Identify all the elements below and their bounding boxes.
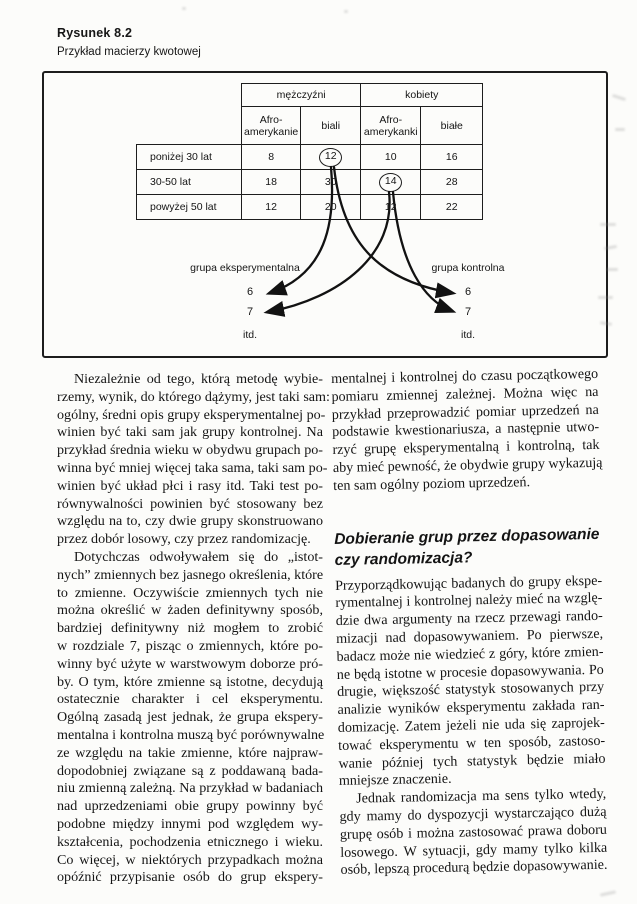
circled-value: 14 [379,172,403,192]
article-right-column: mentalnej i kontrolnej do czasu początko… [331,366,608,880]
table-cell: 28 [420,169,484,195]
text-line: winny być użyte w warstwowym doborze pró… [57,655,323,672]
article-left-column: Niezależnie od tego, którą metodę wybie-… [57,371,330,887]
text-line: to zmienne. Oczywiście zmiennych tych ni… [57,584,323,601]
paragraph: Niezależnie od tego, którą metodę wybie-… [57,371,330,549]
text-line: w rozdziale 7, pisząc o zmiennych, które… [57,637,323,654]
group-count: 6 [246,286,254,298]
table-corner-blank [137,107,242,145]
text-line: ogólny, średni opis grupy eksperymentaln… [57,406,326,423]
quota-table: mężczyźni kobiety Afro-amerykanie biali Afro… [136,83,484,220]
group-count: 7 [246,305,254,318]
group-count: 7 [464,305,472,318]
experimental-group-counts: 6 7 itd. [239,283,261,346]
text-line: nych” zmiennych bez jasnego określenia, … [57,566,324,583]
text-line: ze względu na takie zmienne, które najpr… [57,744,323,761]
circled-value: 12 [319,147,343,167]
column-header: Afro-amerykanie [240,106,302,145]
table-cell: 12 [360,194,422,220]
text-line: osób, lepszą procedurą będzie dopasowywa… [340,857,608,879]
text-line: nad uprzedzeniami obie grupy powinny być [57,798,323,815]
table-cell: 14 [360,169,422,195]
column-header: Afro-amerykanki [360,106,422,145]
text-line: Co więcej, w niektórych przypadkach możn… [57,851,323,868]
table-cell: 8 [240,144,302,170]
text-line: dopodobniej związane są z poddawaną bada… [57,762,323,779]
text-line: można określić w żaden definitywny sposó… [57,602,323,619]
table-cell: 12 [240,194,302,220]
text-line: Niezależnie od tego, którą metodę wybie- [74,371,323,387]
heading-line: czy randomizacja? [334,548,473,569]
table-cell: 12 [300,144,362,170]
row-header: powyżej 50 lat [136,194,242,220]
text-line: winna być mniej więcej taka sama, taki s… [57,459,328,476]
experimental-group-label: grupa eksperymentalna [190,262,300,274]
text-line: Ogólną zasadą jest jednak, że grupa eksp… [57,709,323,726]
scan-artifact [611,93,627,102]
text-line: winien być układ płci i rasy itd. Taki t… [57,477,323,494]
text-line: Dotychczas odwoływałem się do „istot- [74,548,323,565]
figure-label: Rysunek 8.2 [57,26,133,40]
text-line: niu zmienną zależną. Na przykład w badan… [57,780,323,797]
text-line: by. O tym, które zmienne są istotne, dec… [57,673,323,690]
scan-artifact [599,890,617,897]
table-cell: 10 [360,144,422,170]
row-header: 30-50 lat [136,169,242,195]
table-cell: 18 [240,169,302,195]
column-header: białe [420,106,484,145]
table-cell: 30 [300,169,362,195]
table-cell: 16 [420,144,484,170]
row-header: poniżej 30 lat [136,144,242,170]
paragraph: Przyporządkowując badanych do grupy eksp… [335,572,606,791]
paragraph: Dotychczas odwoływałem się do „istot-nyc… [57,548,325,887]
group-header: kobiety [360,83,484,107]
group-count: 6 [464,286,472,298]
text-line: równywalności powinien być stosowany bez [57,495,323,512]
control-group-label: grupa kontrolna [431,262,505,274]
group-count: itd. [242,329,257,341]
figure-caption: Przykład macierzy kwotowej [57,46,201,58]
text-line: rzemy, wynik, do którego dążymy, jest ta… [57,388,330,405]
text-line: ostatecznie charakter i cel eksperymentu… [57,691,323,708]
scan-artifact [182,7,186,10]
text-line: kształcenia, pochodzenia etnicznego i wi… [57,833,323,850]
column-header: biali [300,106,362,145]
scan-artifact [606,268,618,271]
control-group-counts: 6 7 itd. [457,283,479,346]
scan-artifact [603,244,618,251]
text-line: mentalna i kontrolna muszą być porównywa… [57,726,325,743]
table-cell: 22 [420,194,484,220]
table-cell: 20 [300,194,362,220]
text-line: bardziej definitywny niż mogłem to zrobi… [57,620,323,637]
scan-artifact [600,223,616,226]
group-header: mężczyźni [240,83,362,107]
text-line: winien być taki sam jak grupy kontrolnej… [57,424,323,441]
scan-artifact [615,128,625,131]
scan-artifact [598,296,613,299]
paragraph: mentalnej i kontrolnej do czasu początko… [331,366,603,496]
text-line: względu na to, czy dwie grupy skonstruow… [57,513,323,530]
text-line: przez dobór losowy, czy przez randomizac… [57,531,311,548]
quota-matrix-figure: mężczyźni kobiety Afro-amerykanie biali Afro… [42,71,608,358]
text-line: podobne między innymi pod względem wy- [57,815,323,832]
paragraph: Jednak randomizacja ma sens tylko wtedy,… [339,786,608,880]
text-line: opóźnić przypisanie osób do grup ekspery… [57,869,323,886]
scan-artifact [344,10,348,13]
table-corner-blank [137,84,242,107]
text-line: przykład średnia wieku w obydwu grupach … [57,442,323,459]
group-count: itd. [460,329,475,341]
section-heading: Dobieranie grup przez dopasowanie czy ran… [334,523,602,570]
